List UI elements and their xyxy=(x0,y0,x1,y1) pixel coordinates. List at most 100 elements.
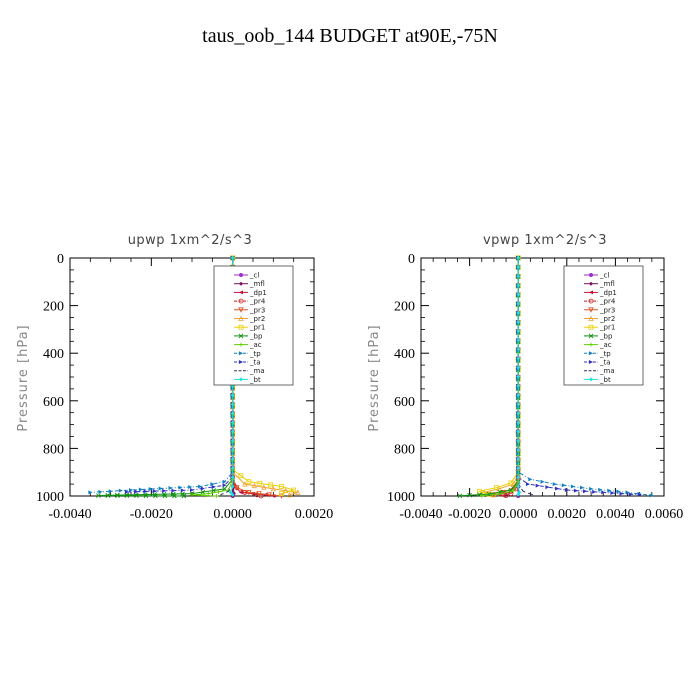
legend-item-mfl: _mfl xyxy=(234,280,265,288)
data-point-marker xyxy=(200,489,206,495)
data-point-marker xyxy=(206,491,211,496)
legend-item-ac: _ac xyxy=(584,341,612,349)
data-point-marker xyxy=(545,485,550,490)
data-point-marker xyxy=(588,298,594,304)
x-tick-label: -0.0020 xyxy=(448,507,491,522)
legend-item-bp: _bp xyxy=(234,332,263,340)
series-line xyxy=(90,258,234,493)
data-point-marker xyxy=(246,479,252,485)
data-point-marker xyxy=(230,475,235,480)
y-axis-label: Pressure [hPa] xyxy=(16,324,31,431)
data-point-marker xyxy=(589,486,594,491)
legend-item-dp1: _dp1 xyxy=(584,289,617,297)
data-point-marker xyxy=(588,315,594,321)
series-line xyxy=(98,258,234,497)
data-point-marker xyxy=(171,488,176,493)
y-tick-label: 200 xyxy=(394,300,415,315)
legend-label: _ac xyxy=(249,341,262,349)
data-point-marker xyxy=(516,457,521,462)
y-tick-label: 600 xyxy=(394,395,415,410)
data-point-marker xyxy=(516,301,521,306)
data-point-marker xyxy=(516,374,521,379)
data-point-marker xyxy=(589,281,593,286)
legend-item-ta: _ta xyxy=(584,359,611,367)
data-point-marker xyxy=(508,480,514,486)
panel-title: upwp 1xm^2/s^3 xyxy=(128,233,253,248)
legend-label: _pr2 xyxy=(249,315,265,323)
legend-item-pr3: _pr3 xyxy=(234,306,265,314)
y-tick-label: 0 xyxy=(57,252,64,267)
data-point-marker xyxy=(124,489,129,494)
legend: _cl_mfl_dp1_pr4_pr3_pr2_pr1_bp_ac_tp_ta_… xyxy=(213,265,294,386)
data-point-marker xyxy=(239,290,243,295)
data-point-marker xyxy=(124,493,130,499)
data-point-marker xyxy=(616,489,621,494)
data-point-marker xyxy=(573,488,578,493)
data-point-marker xyxy=(479,493,484,498)
data-point-marker xyxy=(528,477,533,482)
chart-panel-upwp: upwp 1xm^2/s^3 Pressure [hPa] 0 200 400 600… xyxy=(16,233,333,522)
data-point-marker xyxy=(230,484,235,489)
data-series-group xyxy=(457,255,654,499)
data-point-marker xyxy=(279,491,284,497)
data-point-marker xyxy=(180,491,185,497)
y-tick-label: 200 xyxy=(43,300,64,315)
legend-item-pr1: _pr1 xyxy=(234,324,265,332)
data-point-marker xyxy=(516,310,521,315)
data-point-marker xyxy=(516,402,521,407)
legend-box xyxy=(563,265,644,386)
data-point-marker xyxy=(143,493,149,499)
y-tick-label: 800 xyxy=(43,442,64,457)
x-tick-label: 0.0060 xyxy=(645,507,684,522)
data-point-marker xyxy=(510,481,516,487)
data-point-marker xyxy=(516,438,521,443)
series-line xyxy=(484,258,519,496)
data-point-marker xyxy=(516,365,521,370)
data-point-marker xyxy=(503,493,509,498)
data-point-marker xyxy=(239,342,243,347)
data-point-marker xyxy=(105,493,111,498)
data-point-marker xyxy=(516,484,521,489)
data-point-marker xyxy=(190,493,194,498)
data-point-marker xyxy=(118,488,123,493)
legend-label: _cl xyxy=(249,272,259,280)
legend-item-ta: _ta xyxy=(234,359,261,367)
legend-item-ac: _ac xyxy=(234,341,262,349)
data-point-marker xyxy=(598,487,603,492)
data-point-marker xyxy=(210,482,215,487)
data-point-marker xyxy=(516,256,521,260)
data-point-marker xyxy=(286,491,293,498)
data-point-marker xyxy=(230,447,235,452)
data-point-marker xyxy=(152,489,157,494)
data-point-marker xyxy=(511,488,516,493)
data-point-marker xyxy=(238,333,244,339)
data-point-marker xyxy=(230,492,235,497)
data-point-marker xyxy=(200,486,205,491)
data-series-bp xyxy=(457,255,521,499)
data-point-marker xyxy=(238,315,244,321)
data-point-marker xyxy=(291,487,297,493)
data-point-marker xyxy=(516,319,521,324)
data-point-marker xyxy=(198,484,203,489)
data-point-marker xyxy=(457,493,463,499)
legend-item-tp: _tp xyxy=(234,350,261,358)
legend-label: _pr1 xyxy=(599,324,615,332)
data-point-marker xyxy=(228,490,233,495)
x-tick-label: 0.0020 xyxy=(548,507,587,522)
data-point-marker xyxy=(96,493,101,498)
data-point-marker xyxy=(589,377,593,382)
legend-label: _ta xyxy=(249,359,261,367)
legend-label: _bp xyxy=(249,332,263,340)
data-point-marker xyxy=(222,479,227,484)
y-axis-label: Pressure [hPa] xyxy=(367,324,382,431)
y-tick-label: 0 xyxy=(408,252,415,267)
data-point-marker xyxy=(158,486,163,491)
legend-label: _ma xyxy=(599,367,615,375)
legend-label: _mfl xyxy=(599,280,615,288)
legend-item-bp: _bp xyxy=(584,332,613,340)
data-point-marker xyxy=(234,485,240,491)
data-point-marker xyxy=(570,484,575,489)
data-point-marker xyxy=(516,356,521,361)
legend-item-pr1: _pr1 xyxy=(584,324,615,332)
